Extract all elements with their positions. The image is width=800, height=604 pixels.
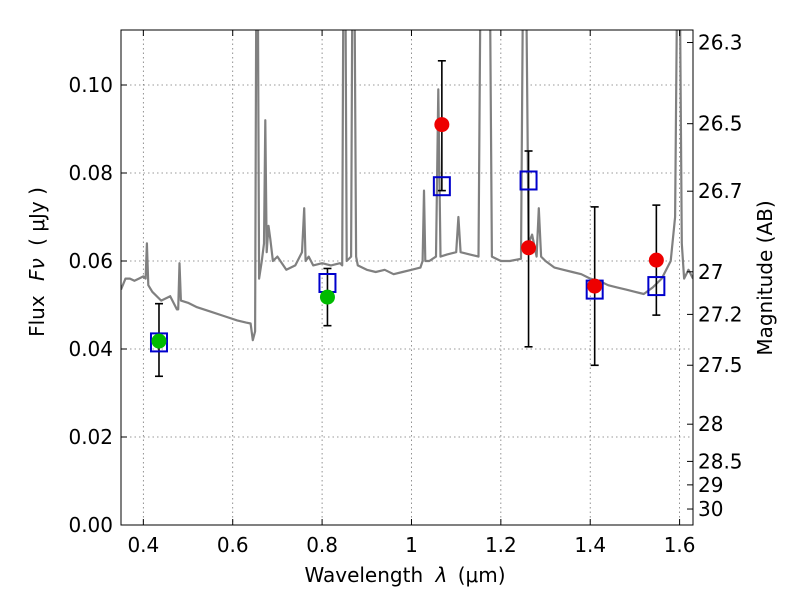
x-tick-label: 0.6 [217, 533, 249, 557]
x-axis-label-prefix: Wavelength [304, 563, 423, 587]
y-tick-label: 0.08 [68, 161, 113, 185]
mag-tick-label: 26.5 [698, 112, 743, 136]
y-axis-label-unit: ( μJy ) [25, 187, 49, 246]
red-point-marker [521, 240, 537, 256]
grid-layer [121, 30, 693, 526]
tick-layer: 0.4 0.6 0.8 1 1.2 1.4 1.6 0.00 0.02 0.04 0.06 0.08 0… [68, 30, 743, 557]
green-point-marker [319, 289, 335, 305]
plot-frame [120, 29, 694, 526]
errorbar-layer [154, 59, 661, 378]
x-tick-label: 0.8 [306, 533, 338, 557]
model-square-marker [647, 276, 666, 297]
model-square-marker [432, 176, 451, 197]
y-tick-label: 0.06 [68, 249, 113, 273]
mag-tick-label: 27.5 [698, 353, 743, 377]
y-axis-label: Flux Fν ( μJy ) [25, 187, 49, 337]
x-tick-label: 1.4 [574, 533, 606, 557]
red-point-marker [648, 252, 664, 268]
model-spectrum-line [121, 30, 693, 342]
mag-tick-label: 26.3 [698, 31, 743, 55]
mag-tick-label: 27 [698, 260, 723, 284]
marker-layer [149, 117, 666, 353]
y-tick-label: 0.10 [68, 73, 113, 97]
y-axis-label-prefix: Flux [25, 295, 49, 337]
mag-tick-label: 30 [698, 497, 723, 521]
y-axis-label-symbol: Fν [25, 258, 49, 281]
y2-axis-label: Magnitude (AB) [753, 200, 777, 355]
mag-tick-label: 26.7 [698, 179, 743, 203]
mag-tick-label: 29 [698, 473, 723, 497]
red-point-marker [434, 117, 450, 133]
x-tick-label: 1.2 [485, 533, 517, 557]
mag-tick-label: 28.5 [698, 449, 743, 473]
model-square-marker [149, 332, 168, 353]
plot-content [121, 30, 693, 342]
y-tick-label: 0.02 [68, 425, 113, 449]
y-tick-label: 0.04 [68, 337, 113, 361]
green-point-marker [151, 333, 167, 349]
x-tick-label: 1.6 [664, 533, 696, 557]
model-square-marker [519, 170, 538, 191]
x-axis-label-symbol: λ [435, 563, 448, 587]
y-tick-label: 0.00 [68, 513, 113, 537]
x-tick-label: 0.4 [127, 533, 159, 557]
x-axis-label: Wavelength λ (μm) [304, 563, 505, 587]
mag-tick-label: 27.2 [698, 302, 743, 326]
x-axis-label-unit: (μm) [458, 563, 506, 587]
mag-tick-label: 28 [698, 412, 723, 436]
red-point-marker [587, 278, 603, 294]
x-tick-label: 1 [405, 533, 418, 557]
